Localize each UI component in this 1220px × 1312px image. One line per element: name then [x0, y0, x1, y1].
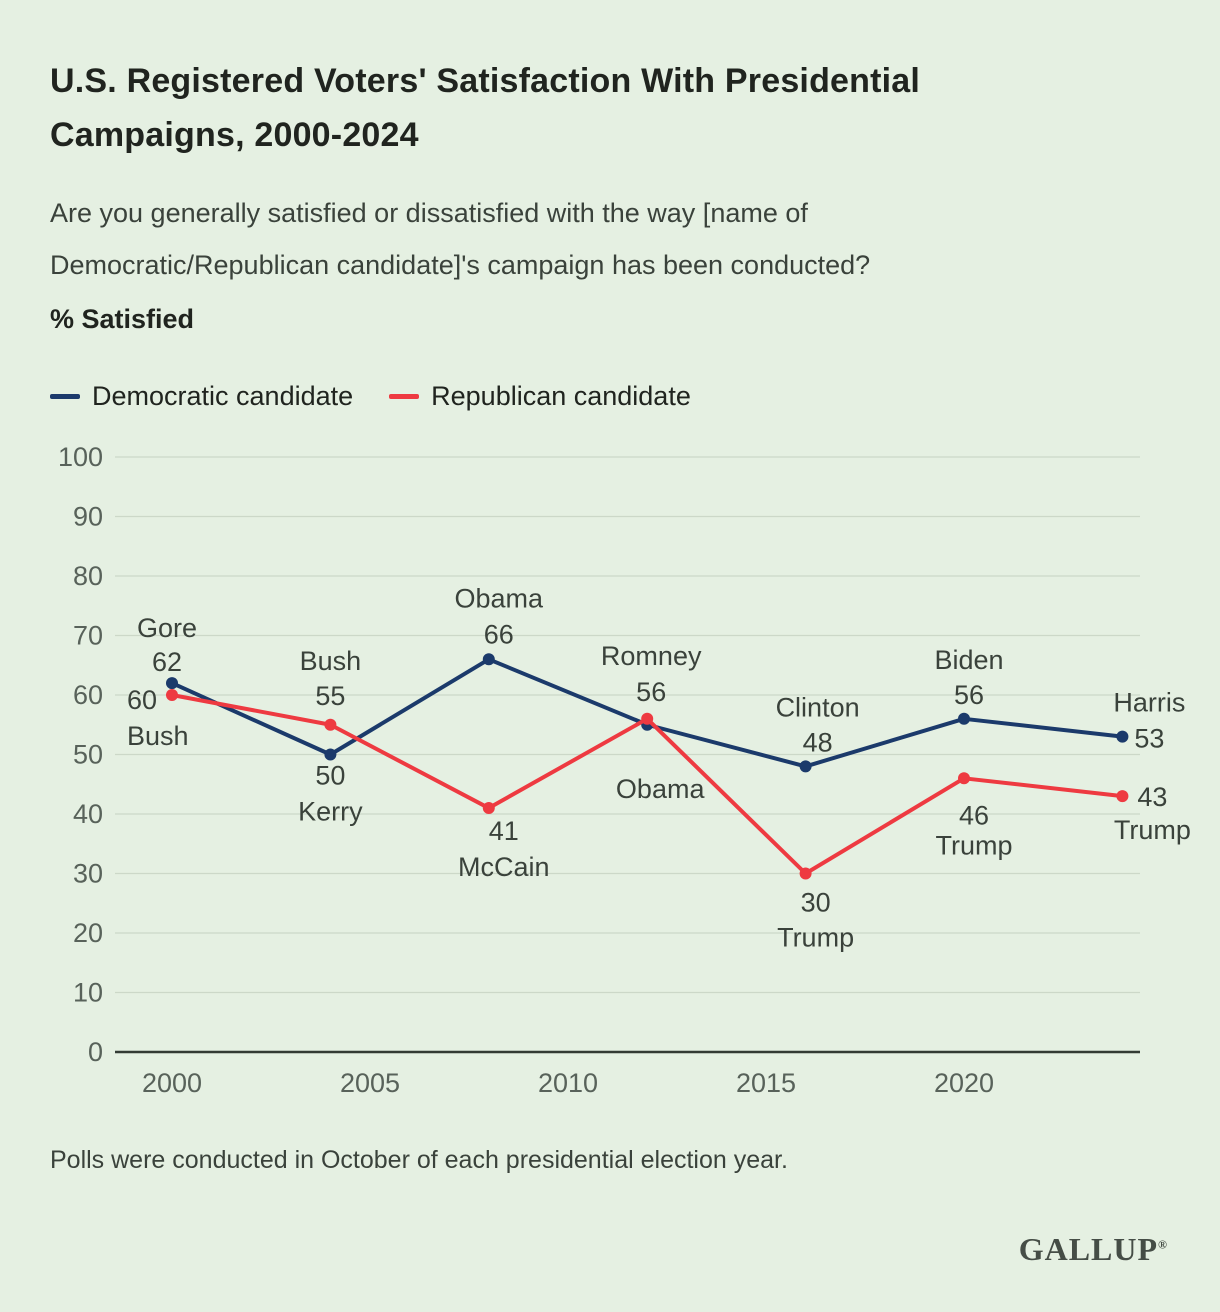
svg-text:Obama: Obama [455, 583, 545, 613]
svg-text:2005: 2005 [340, 1068, 400, 1098]
svg-text:2000: 2000 [142, 1068, 202, 1098]
svg-text:Bush: Bush [127, 721, 189, 751]
chart-legend: Democratic candidate Republican candidat… [50, 381, 1170, 412]
svg-text:55: 55 [315, 681, 345, 711]
svg-text:Trump: Trump [935, 830, 1012, 860]
registered-trademark-mark: ® [1158, 1237, 1168, 1252]
survey-question: Are you generally satisfied or dissatisf… [50, 197, 871, 281]
svg-text:62: 62 [152, 647, 182, 677]
svg-text:90: 90 [73, 502, 103, 532]
svg-text:Bush: Bush [300, 646, 362, 676]
svg-text:Obama: Obama [616, 774, 706, 804]
svg-text:30: 30 [73, 859, 103, 889]
line-chart: 0 10 20 30 40 50 60 70 80 90 100 2000 2005 2010 2015 20… [58, 442, 1191, 1098]
gallup-wordmark: GALLUP [1018, 1231, 1159, 1267]
svg-text:56: 56 [636, 677, 666, 707]
legend-label-democratic: Democratic candidate [92, 381, 354, 412]
svg-text:53: 53 [1134, 724, 1164, 754]
svg-text:Trump: Trump [777, 923, 854, 953]
svg-text:70: 70 [73, 621, 103, 651]
svg-text:60: 60 [127, 685, 157, 715]
svg-text:46: 46 [959, 800, 989, 830]
svg-text:100: 100 [58, 442, 103, 472]
republican-line-swatch [389, 394, 420, 400]
metric-label: % Satisfied [50, 304, 195, 335]
svg-text:Harris: Harris [1113, 688, 1185, 718]
svg-text:50: 50 [73, 740, 103, 770]
svg-text:48: 48 [803, 727, 833, 757]
svg-text:Kerry: Kerry [298, 797, 363, 827]
svg-text:Clinton: Clinton [776, 692, 860, 722]
svg-text:41: 41 [489, 816, 519, 846]
legend-label-republican: Republican candidate [431, 381, 691, 412]
svg-text:2015: 2015 [736, 1068, 796, 1098]
legend-item-democratic: Democratic candidate [50, 381, 353, 412]
svg-text:Biden: Biden [934, 645, 1003, 675]
svg-text:0: 0 [88, 1037, 103, 1067]
page-title: U.S. Registered Voters' Satisfaction Wit… [50, 62, 921, 155]
svg-text:50: 50 [315, 761, 345, 791]
gallup-logo: GALLUP® [1019, 1231, 1168, 1268]
svg-text:Romney: Romney [601, 641, 702, 671]
svg-text:30: 30 [801, 888, 831, 918]
svg-text:Gore: Gore [137, 613, 197, 643]
democratic-line-swatch [50, 394, 80, 400]
svg-text:40: 40 [73, 799, 103, 829]
svg-text:Trump: Trump [1114, 815, 1191, 845]
svg-text:60: 60 [73, 680, 103, 710]
svg-text:2020: 2020 [934, 1068, 994, 1098]
footnote: Polls were conducted in October of each … [50, 1146, 788, 1175]
svg-text:43: 43 [1137, 782, 1167, 812]
svg-text:80: 80 [73, 561, 103, 591]
svg-text:66: 66 [484, 619, 514, 649]
svg-text:56: 56 [954, 680, 984, 710]
svg-text:McCain: McCain [458, 852, 550, 882]
svg-text:2010: 2010 [538, 1068, 598, 1098]
svg-text:10: 10 [73, 978, 103, 1008]
legend-item-republican: Republican candidate [389, 381, 691, 412]
svg-text:20: 20 [73, 918, 103, 948]
